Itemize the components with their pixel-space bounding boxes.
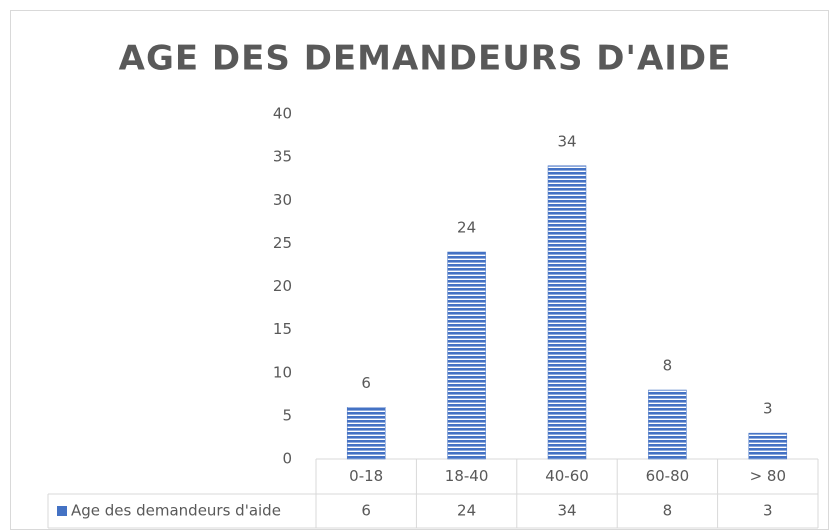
table-value: 3 <box>763 502 773 520</box>
y-tick-label: 40 <box>273 105 292 123</box>
x-tick-label: 0-18 <box>349 467 383 485</box>
data-label: 24 <box>457 219 476 237</box>
y-tick-label: 10 <box>273 363 292 381</box>
y-tick-label: 35 <box>273 148 292 166</box>
table-value: 24 <box>457 502 476 520</box>
bar <box>346 407 386 460</box>
chart-border <box>10 10 829 530</box>
y-tick-label: 20 <box>273 277 292 295</box>
legend-label: Age des demandeurs d'aide <box>71 502 281 520</box>
table-value: 34 <box>557 502 576 520</box>
bar <box>648 389 687 460</box>
bar <box>447 251 486 460</box>
table-value: 6 <box>361 502 371 520</box>
table-value: 8 <box>663 502 673 520</box>
x-tick-label: 40-60 <box>545 467 589 485</box>
bar <box>748 432 788 460</box>
y-tick-label: 15 <box>273 320 292 338</box>
y-tick-label: 25 <box>273 234 292 252</box>
x-tick-label: 18-40 <box>445 467 489 485</box>
y-tick-label: 5 <box>282 406 292 424</box>
x-tick-label: 60-80 <box>646 467 690 485</box>
x-tick-label: > 80 <box>750 467 786 485</box>
data-label: 34 <box>557 132 576 150</box>
data-label: 6 <box>361 374 371 392</box>
data-label: 8 <box>663 357 673 375</box>
bar <box>547 165 587 460</box>
data-label: 3 <box>763 400 773 418</box>
y-tick-label: 0 <box>282 450 292 468</box>
legend-key <box>57 506 67 516</box>
y-tick-label: 30 <box>273 191 292 209</box>
chart-title: AGE DES DEMANDEURS D'AIDE <box>119 39 732 79</box>
